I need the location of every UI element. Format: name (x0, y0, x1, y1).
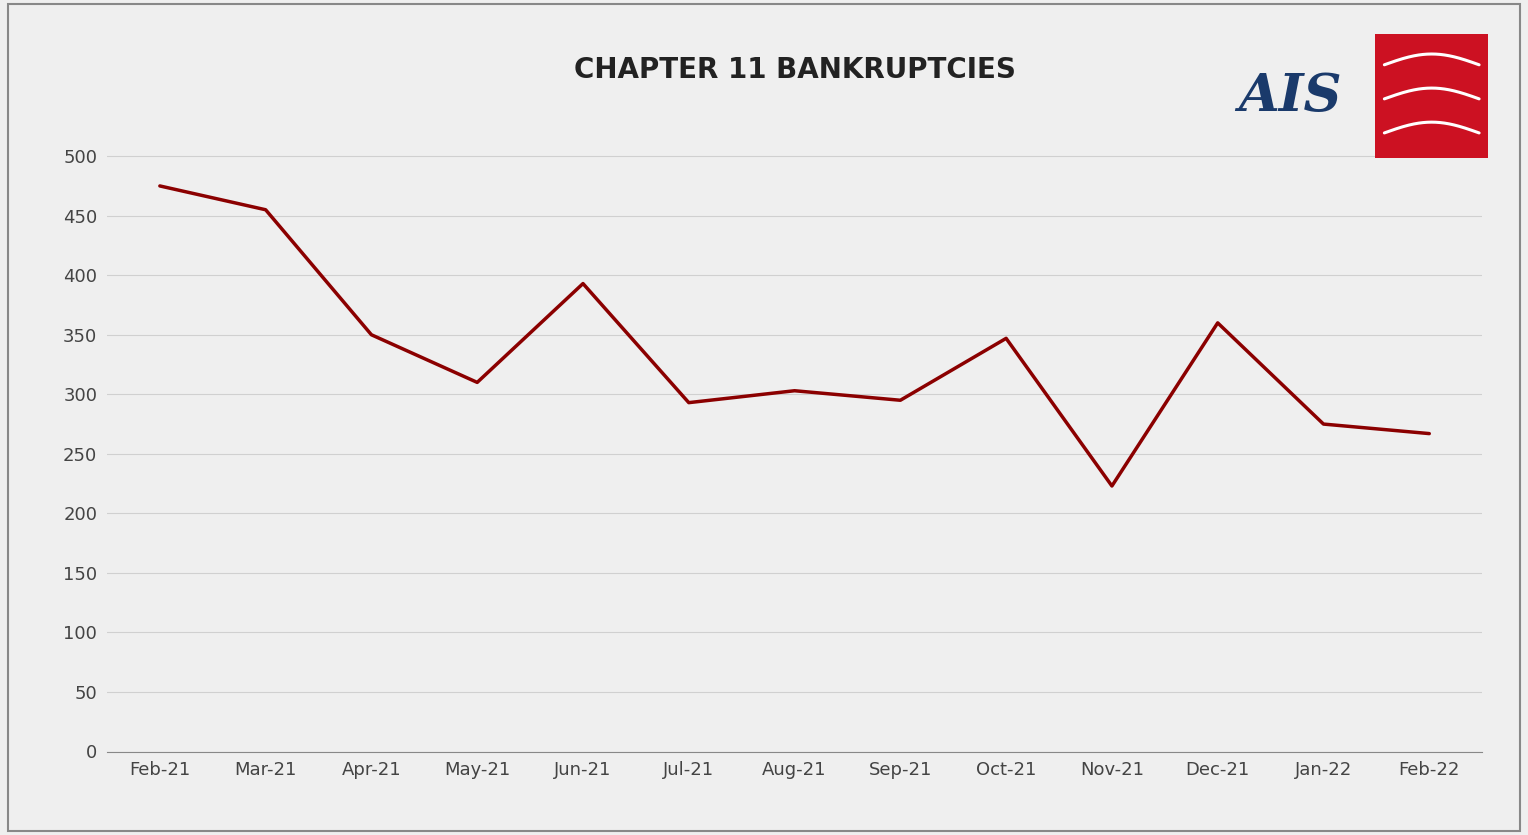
FancyBboxPatch shape (1375, 33, 1488, 159)
Text: AIS: AIS (1238, 70, 1342, 122)
Title: CHAPTER 11 BANKRUPTCIES: CHAPTER 11 BANKRUPTCIES (573, 56, 1016, 84)
